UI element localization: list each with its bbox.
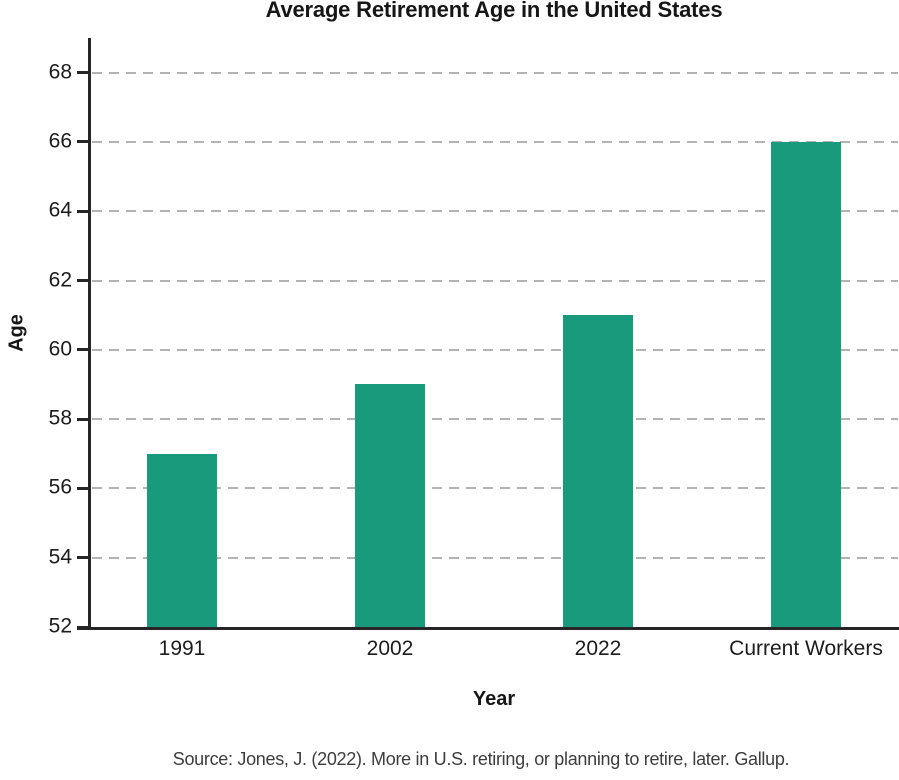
y-tick-label-68: 68	[48, 60, 72, 84]
gridline-56	[92, 487, 898, 490]
y-tick-64	[77, 209, 90, 213]
x-axis-title: Year	[472, 688, 516, 710]
x-axis-line	[77, 627, 899, 630]
bar-current-workers	[771, 141, 841, 627]
y-tick-62	[77, 279, 90, 283]
gridline-64	[92, 210, 898, 213]
y-tick-54	[77, 556, 90, 560]
y-tick-52	[77, 625, 90, 629]
y-tick-68	[77, 71, 90, 75]
y-tick-label-64: 64	[48, 198, 72, 222]
gridline-68	[92, 71, 898, 74]
y-tick-label-66: 66	[48, 129, 72, 153]
y-axis-line	[88, 38, 91, 630]
y-tick-label-56: 56	[48, 475, 72, 499]
chart-title: Average Retirement Age in the United Sta…	[265, 0, 723, 22]
bar-1991	[147, 453, 217, 627]
gridline-62	[92, 279, 898, 282]
y-tick-label-52: 52	[48, 614, 72, 638]
x-tick-label-2002: 2002	[366, 637, 414, 660]
gridline-54	[92, 556, 898, 559]
x-tick-label-2022: 2022	[574, 637, 622, 660]
gridline-60	[92, 348, 898, 351]
gridline-66	[92, 140, 898, 143]
x-tick-label-current-workers: Current Workers	[729, 637, 883, 660]
x-tick-label-1991: 1991	[158, 637, 206, 660]
y-tick-label-54: 54	[48, 545, 72, 569]
y-tick-60	[77, 348, 90, 352]
bar-2022	[563, 315, 633, 627]
y-tick-56	[77, 486, 90, 490]
gridline-58	[92, 418, 898, 421]
source-citation: Source: Jones, J. (2022). More in U.S. r…	[172, 749, 790, 769]
y-tick-58	[77, 417, 90, 421]
y-tick-label-60: 60	[48, 337, 72, 361]
y-tick-label-62: 62	[48, 268, 72, 292]
y-tick-label-58: 58	[48, 406, 72, 430]
plot-area	[90, 38, 898, 627]
y-tick-66	[77, 140, 90, 144]
bar-2002	[355, 384, 425, 627]
